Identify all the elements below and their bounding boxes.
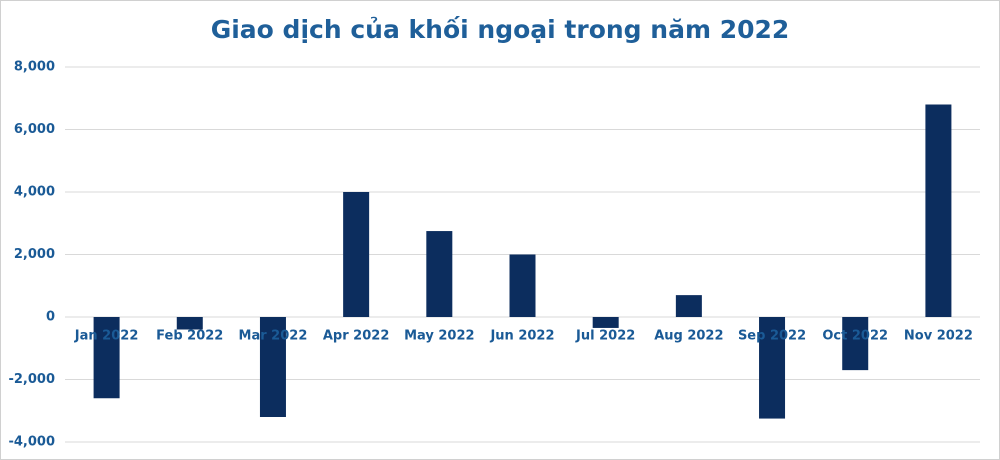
- x-tick-label: Mar 2022: [239, 329, 308, 344]
- y-tick-label: 2,000: [14, 247, 55, 262]
- bar: [259, 317, 286, 417]
- bar: [176, 317, 203, 330]
- bar: [759, 317, 786, 419]
- bar: [675, 295, 702, 317]
- bar: [509, 254, 536, 317]
- y-tick-label: -2,000: [8, 372, 55, 387]
- x-tick-label: Aug 2022: [654, 329, 723, 344]
- y-tick-label: 0: [46, 310, 55, 325]
- x-tick-label: Jul 2022: [575, 329, 635, 344]
- y-tick-label: 6,000: [14, 122, 55, 137]
- x-tick-label: Oct 2022: [822, 329, 888, 344]
- y-tick-label: -4,000: [8, 435, 55, 450]
- bar: [343, 192, 370, 317]
- x-tick-label: Nov 2022: [904, 329, 973, 344]
- bar: [592, 317, 619, 328]
- x-tick-label: Jan 2022: [74, 329, 139, 344]
- chart-title: Giao dịch của khối ngoại trong năm 2022: [211, 15, 790, 44]
- x-tick-label: Sep 2022: [738, 329, 806, 344]
- x-tick-label: May 2022: [404, 329, 475, 344]
- bar: [426, 231, 453, 317]
- x-tick-label: Jun 2022: [489, 329, 554, 344]
- bar: [93, 317, 120, 399]
- bar: [925, 104, 952, 317]
- bar: [842, 317, 869, 371]
- x-tick-label: Apr 2022: [323, 329, 390, 344]
- y-tick-label: 4,000: [14, 185, 55, 200]
- x-tick-label: Feb 2022: [156, 329, 223, 344]
- y-tick-label: 8,000: [14, 60, 55, 75]
